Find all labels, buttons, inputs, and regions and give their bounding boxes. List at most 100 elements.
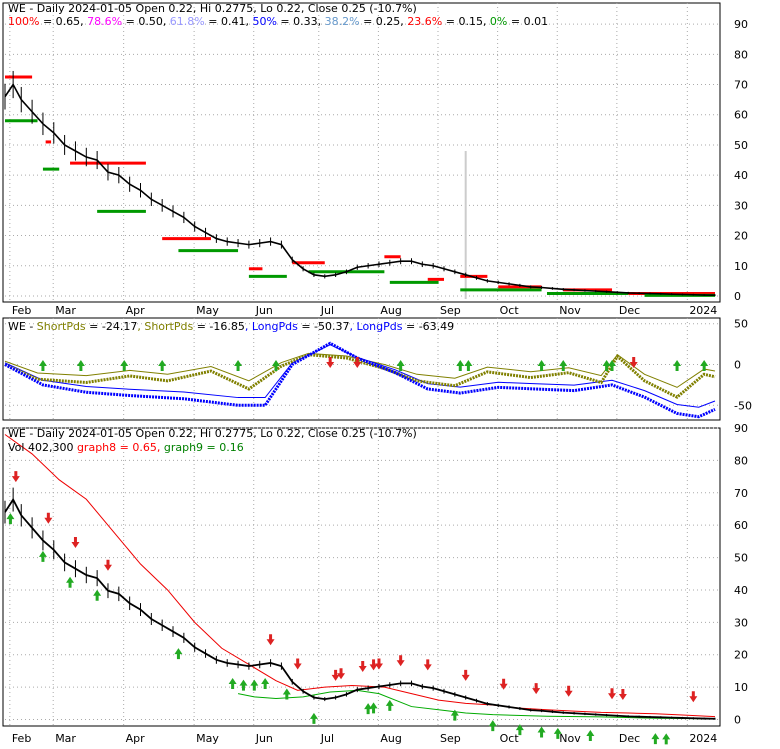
price-y-tick-label: 60 [734, 109, 748, 122]
fib-pct-label: 78.6% [84, 15, 122, 28]
price-y-tick-label: 50 [734, 139, 748, 152]
osc-header-prefix: WE - [8, 320, 37, 333]
fib-value-label: = 0.15, [442, 15, 486, 28]
vol-x-tick-label: Aug [380, 732, 401, 745]
vol-y-tick-label: 70 [734, 487, 748, 500]
volume-legend: Vol 402,300 graph8 = 0.65, graph9 = 0.16 [8, 441, 244, 454]
vol-y-tick-label: 0 [734, 714, 741, 727]
price-y-tick-label: 80 [734, 48, 748, 61]
price-y-tick-label: 40 [734, 169, 748, 182]
vol-up-arrow [38, 550, 47, 562]
vol-up-arrow [364, 703, 373, 715]
vol-up-arrow [662, 733, 671, 745]
price-x-tick-label: Apr [126, 304, 146, 317]
osc-up-arrow [464, 360, 473, 371]
price-x-tick-label: Dec [619, 304, 640, 317]
osc-up-arrow [559, 360, 568, 371]
price-x-tick-label: Mar [55, 304, 76, 317]
long-line-thin [4, 344, 716, 408]
vol-down-arrow [369, 659, 378, 671]
fib-value-label: = 0.50, [122, 15, 166, 28]
vol-y-tick-label: 60 [734, 519, 748, 532]
osc-y-tick-label: 50 [734, 318, 748, 331]
vol-x-tick-label: 2024 [689, 732, 717, 745]
vol-down-arrow [532, 683, 541, 695]
price-y-tick-label: 90 [734, 18, 748, 31]
osc-legend-value: = -50.37 [298, 320, 350, 333]
vol-y-tick-label: 10 [734, 681, 748, 694]
ma-red-line [4, 434, 716, 718]
vol-down-arrow [293, 658, 302, 670]
vol-up-arrow [239, 679, 248, 691]
price-x-tick-label: Jun [255, 304, 273, 317]
vol-y-tick-label: 80 [734, 454, 748, 467]
vol-up-arrow [450, 709, 459, 721]
vol-x-tick-label: Jul [320, 732, 334, 745]
price-y-tick-label: 30 [734, 199, 748, 212]
vol-down-arrow [499, 678, 508, 690]
vol-x-tick-label: Apr [126, 732, 146, 745]
osc-up-arrow [158, 360, 167, 371]
vol-down-arrow [396, 655, 405, 667]
volume-panel-header: WE - Daily 2024-01-05 Open 0.22, Hi 0.27… [8, 427, 417, 440]
vol-up-arrow [537, 726, 546, 738]
vol-up-arrow [385, 699, 394, 711]
osc-y-tick-label: 0 [734, 359, 741, 372]
vol-down-arrow [618, 688, 627, 700]
fib-pct-label: 50% [249, 15, 277, 28]
fib-pct-label: 0% [486, 15, 507, 28]
vol-x-tick-label: Jun [255, 732, 273, 745]
osc-down-arrow [353, 357, 362, 368]
osc-up-arrow [120, 360, 129, 371]
vol-y-tick-label: 30 [734, 616, 748, 629]
vol-down-arrow [423, 659, 432, 671]
vol-down-arrow [689, 691, 698, 703]
axis-labels: 0 10 20 30 40 50 60 70 80 90 50 0 -50 0 10 20 30 40 50 60 70… [12, 18, 752, 745]
oscillator-panel [4, 341, 716, 419]
long-line [4, 341, 716, 419]
vol-x-tick-label: Dec [619, 732, 640, 745]
osc-up-arrow [271, 360, 280, 371]
vol-legend-item: graph9 = 0.16 [160, 441, 243, 454]
osc-up-arrow [700, 360, 709, 371]
osc-up-arrow [608, 360, 617, 371]
vol-down-arrow [461, 669, 470, 681]
vol-down-arrow [266, 634, 275, 646]
osc-down-arrow [326, 357, 335, 368]
vol-up-arrow [66, 576, 75, 588]
vol-x-tick-label: Sep [440, 732, 461, 745]
vol-up-arrow [228, 678, 237, 690]
vol-down-arrow [44, 512, 53, 524]
osc-up-arrow [76, 360, 85, 371]
vol-down-arrow [11, 471, 20, 483]
osc-legend-name: , LongPds [245, 320, 298, 333]
osc-legend-value: = -63.49 [402, 320, 454, 333]
vol-up-arrow [515, 724, 524, 736]
fib-value-label: = 0.01 [507, 15, 548, 28]
vol-down-arrow [337, 668, 346, 680]
vol-down-arrow [71, 537, 80, 549]
fib-value-label: = 0.25, [360, 15, 404, 28]
osc-up-arrow [673, 360, 682, 371]
osc-up-arrow [38, 360, 47, 371]
price-panel-header: WE - Daily 2024-01-05 Open 0.22, Hi 0.27… [8, 2, 417, 15]
osc-up-arrow [602, 360, 611, 371]
vol-y-tick-label: 90 [734, 422, 748, 435]
vol-x-tick-label: Feb [12, 732, 31, 745]
price-x-tick-label: Feb [12, 304, 31, 317]
vol-y-tick-label: 50 [734, 552, 748, 565]
vol-x-tick-label: Mar [55, 732, 76, 745]
vol-down-arrow [608, 688, 617, 700]
vol-up-arrow [6, 513, 15, 525]
fib-pct-label: 38.2% [321, 15, 359, 28]
vol-up-arrow [586, 730, 595, 742]
vol-up-arrow [261, 678, 270, 690]
price-panel-frame [2, 2, 721, 303]
fib-levels-line: 100% = 0.65, 78.6% = 0.50, 61.8% = 0.41,… [8, 15, 548, 28]
vol-up-arrow [250, 679, 259, 691]
vol-up-arrow [282, 688, 291, 700]
vol-up-arrow [93, 589, 102, 601]
vol-up-arrow [651, 733, 660, 745]
